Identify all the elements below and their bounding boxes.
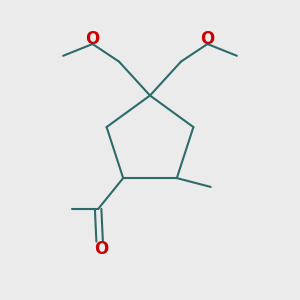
- Text: O: O: [85, 30, 100, 48]
- Text: O: O: [200, 30, 214, 48]
- Text: O: O: [94, 240, 108, 258]
